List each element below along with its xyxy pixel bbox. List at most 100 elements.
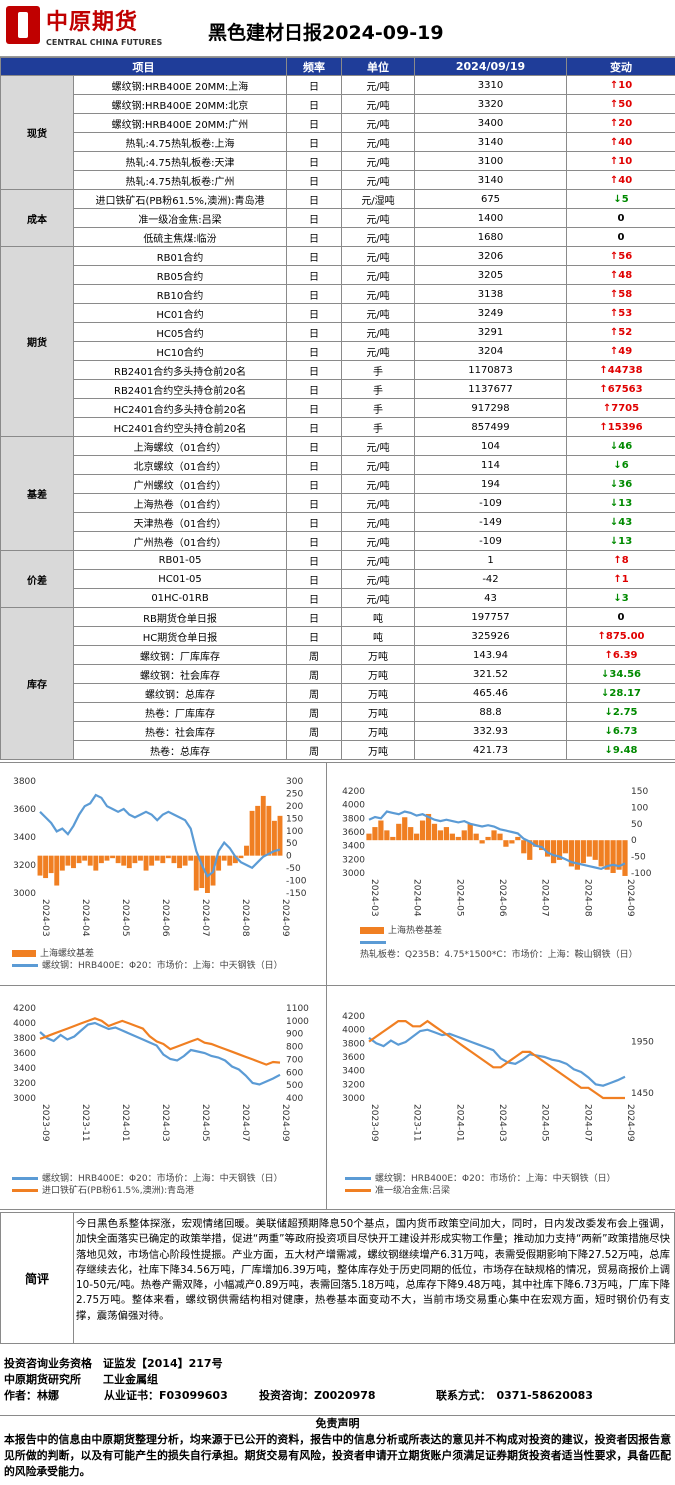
arrow-up-icon: ↑ — [609, 79, 619, 91]
change-value: 0 — [617, 611, 625, 623]
frequency-cell: 日 — [286, 569, 342, 589]
change-value: 0 — [617, 231, 625, 243]
legend-bar-swatch-icon — [360, 927, 384, 934]
basis-bar — [244, 845, 249, 856]
basis-bar — [260, 795, 266, 856]
arrow-up-icon: ↑ — [609, 155, 619, 167]
indicator-table: 项目 频率 单位 2024/09/19 变动 现货 螺纹钢:HRB400E 20M… — [0, 57, 675, 760]
chart-rebar-vs-iron-ore: 4200 4000 3800 3600 3400 3200 3000 1100 1000 900 8… — [13, 1004, 309, 1142]
change-cell: ↑40 — [566, 170, 675, 190]
arrow-up-icon: ↑ — [613, 573, 622, 585]
y-tick-label-left: 3800 — [342, 814, 365, 824]
y-tick-label-right: 150 — [631, 787, 648, 797]
y-tick-label-right: -150 — [286, 889, 307, 899]
arrow-down-icon: ↓ — [604, 725, 613, 737]
value-cell: 114 — [414, 455, 567, 475]
unit-cell: 元/吨 — [341, 322, 415, 342]
basis-bar — [390, 836, 396, 841]
change-value: 7705 — [611, 402, 640, 414]
series-line — [368, 1019, 625, 1100]
x-tick-label: 2024-07 — [240, 1104, 250, 1142]
change-value: 6.73 — [612, 725, 638, 737]
change-value: 3 — [621, 592, 629, 604]
value-cell: 3206 — [414, 246, 567, 266]
y-tick-label-right: 400 — [286, 1094, 303, 1104]
item-cell: HC01合约 — [73, 303, 287, 323]
value-cell: 3320 — [414, 94, 567, 114]
series-line — [368, 1028, 626, 1087]
change-value: 58 — [618, 288, 633, 300]
change-cell: ↑7705 — [566, 398, 675, 418]
y-tick-label-right: 1100 — [286, 1004, 309, 1014]
logo-english-name: CENTRAL CHINA FUTURES — [46, 38, 163, 47]
arrow-up-icon: ↑ — [609, 326, 619, 338]
item-cell: 螺纹钢:HRB400E 20MM:北京 — [73, 94, 287, 114]
value-cell: 675 — [414, 189, 567, 209]
table-row: 成本 进口铁矿石(PB粉61.5%,澳洲):青岛港日元/湿吨 675 ↓5 — [0, 189, 675, 247]
basis-bar — [165, 855, 171, 859]
basis-bar — [182, 855, 188, 866]
frequency-cell: 日 — [286, 94, 342, 114]
x-tick-label: 2024-07 — [540, 879, 550, 917]
value-cell: 325926 — [414, 626, 567, 646]
table-row: 螺纹钢：总库存周万吨 465.46 ↓28.17 — [1, 683, 675, 703]
y-tick-label-left: 4200 — [342, 1012, 365, 1022]
frequency-cell: 日 — [286, 341, 342, 361]
legend-label: 进口铁矿石(PB粉61.5%,澳洲):青岛港 — [42, 1186, 195, 1196]
value-cell: 1680 — [414, 227, 567, 247]
table-row: RB2401合约多头持仓前20名日手 1170873 ↑44738 — [1, 360, 675, 380]
basis-bar — [550, 840, 557, 864]
company-logo: 中原期货 CENTRAL CHINA FUTURES — [6, 4, 162, 52]
unit-cell: 元/吨 — [341, 265, 415, 285]
arrow-up-icon: ↑ — [609, 250, 619, 262]
table-row: HC期货仓单日报日吨 325926 ↑875.00 — [1, 626, 675, 646]
x-tick-label: 2024-06 — [497, 879, 507, 917]
basis-bar — [419, 820, 426, 841]
x-tick-label: 2024-05 — [200, 1104, 210, 1142]
report-header: 中原期货 CENTRAL CHINA FUTURES 黑色建材日报2024-09… — [0, 0, 675, 57]
frequency-cell: 日 — [286, 531, 342, 551]
basis-bar — [104, 855, 110, 861]
change-cell: ↑1 — [566, 569, 675, 589]
unit-cell: 元/吨 — [341, 455, 415, 475]
frequency-cell: 日 — [286, 227, 342, 247]
frequency-cell: 日 — [286, 208, 342, 228]
x-tick-label: 2024-01 — [120, 1104, 130, 1142]
table-row: 热轧:4.75热轧板卷:上海日元/吨 3140 ↑40 — [1, 132, 675, 152]
frequency-cell: 日 — [286, 284, 342, 304]
basis-bar — [43, 855, 49, 879]
table-row: 热卷：社会库存周万吨 332.93 ↓6.73 — [1, 721, 675, 741]
legend-bar-swatch-icon — [12, 950, 36, 957]
y-tick-label-right: 800 — [286, 1043, 303, 1053]
basis-bar — [384, 830, 390, 841]
y-tick-label-right: -100 — [286, 877, 307, 887]
basis-bar — [132, 855, 138, 864]
chart-rebar-vs-coke: 4200 4000 3800 3600 3400 3200 3000 1950 1450 2023… — [342, 1012, 654, 1142]
value-cell: 197757 — [414, 607, 567, 627]
commentary-text: 今日黑色系整体探涨，宏观情绪回暖。美联储超预期降息50个基点，国内货币政策空间加… — [76, 1218, 670, 1322]
table-row: 广州螺纹（01合约）日元/吨 194 ↓36 — [1, 474, 675, 494]
y-tick-label-left: 3800 — [342, 1039, 365, 1049]
legend-line-swatch-icon — [345, 1177, 371, 1180]
y-tick-label-right: 200 — [286, 802, 303, 812]
arrow-down-icon: ↓ — [600, 687, 610, 699]
unit-cell: 元/吨 — [341, 227, 415, 247]
table-row: HC01-05 日元/吨 -42 ↑1 — [1, 569, 675, 589]
arrow-up-icon: ↑ — [599, 421, 608, 433]
basis-bar — [402, 817, 408, 841]
frequency-cell: 日 — [286, 607, 342, 627]
change-value: 8 — [621, 554, 629, 566]
item-cell: 螺纹钢:HRB400E 20MM:广州 — [73, 113, 287, 133]
y-tick-label-right: 300 — [286, 777, 303, 787]
table-row: 热轧:4.75热轧板卷:广州日元/吨 3140 ↑40 — [1, 170, 675, 190]
x-tick-label: 2024-03 — [369, 879, 379, 917]
change-cell: ↓5 — [566, 189, 675, 209]
item-cell: 螺纹钢：厂库库存 — [73, 645, 287, 665]
basis-bar — [255, 805, 261, 856]
item-cell: 上海热卷（01合约） — [73, 493, 287, 513]
item-cell: 01HC-01RB — [73, 588, 287, 608]
change-value: 6.39 — [612, 649, 638, 661]
value-cell: -109 — [414, 531, 567, 551]
item-cell: 螺纹钢：总库存 — [73, 683, 287, 703]
change-cell: ↓46 — [566, 436, 675, 456]
